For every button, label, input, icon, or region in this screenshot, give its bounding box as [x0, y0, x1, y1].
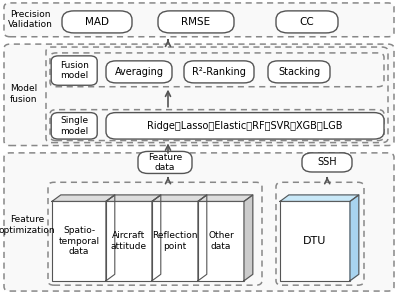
- FancyBboxPatch shape: [4, 3, 394, 37]
- Text: Fusion
model: Fusion model: [60, 61, 89, 80]
- Polygon shape: [106, 195, 161, 201]
- FancyBboxPatch shape: [4, 44, 394, 146]
- Text: Spatio-
temporal
data: Spatio- temporal data: [58, 226, 100, 256]
- Polygon shape: [152, 195, 161, 281]
- Text: MAD: MAD: [85, 17, 109, 27]
- Text: R²-Ranking: R²-Ranking: [192, 67, 246, 77]
- Text: Stacking: Stacking: [278, 67, 320, 77]
- FancyBboxPatch shape: [276, 11, 338, 33]
- Bar: [280, 201, 350, 281]
- Polygon shape: [350, 195, 359, 281]
- Text: Other
data: Other data: [208, 231, 234, 251]
- Text: Averaging: Averaging: [114, 67, 164, 77]
- Text: Reflection
point: Reflection point: [152, 231, 198, 251]
- Bar: [52, 201, 106, 281]
- FancyBboxPatch shape: [106, 113, 384, 139]
- Polygon shape: [198, 195, 207, 281]
- FancyBboxPatch shape: [4, 153, 394, 291]
- FancyBboxPatch shape: [268, 61, 330, 83]
- Bar: [198, 201, 244, 281]
- FancyBboxPatch shape: [48, 182, 262, 285]
- FancyBboxPatch shape: [46, 47, 388, 143]
- FancyBboxPatch shape: [106, 61, 172, 83]
- Text: Single
model: Single model: [60, 116, 88, 136]
- Text: Aircraft
attitude: Aircraft attitude: [111, 231, 147, 251]
- Polygon shape: [280, 195, 359, 201]
- FancyBboxPatch shape: [50, 53, 384, 87]
- Polygon shape: [244, 195, 253, 281]
- FancyBboxPatch shape: [51, 56, 97, 85]
- Polygon shape: [52, 195, 115, 201]
- Bar: [152, 201, 198, 281]
- Text: CC: CC: [300, 17, 314, 27]
- Polygon shape: [198, 195, 253, 201]
- Text: SSH: SSH: [317, 157, 337, 168]
- Text: Precision
Validation: Precision Validation: [8, 10, 52, 29]
- FancyBboxPatch shape: [62, 11, 132, 33]
- Polygon shape: [152, 195, 207, 201]
- Bar: [106, 201, 152, 281]
- FancyBboxPatch shape: [276, 182, 364, 285]
- Text: Feature
data: Feature data: [148, 153, 182, 172]
- FancyBboxPatch shape: [302, 153, 352, 172]
- Text: Model
fusion: Model fusion: [10, 84, 38, 104]
- Polygon shape: [106, 195, 115, 281]
- FancyBboxPatch shape: [138, 151, 192, 173]
- Text: RMSE: RMSE: [182, 17, 210, 27]
- FancyBboxPatch shape: [51, 113, 97, 139]
- Text: Feature
optimization: Feature optimization: [0, 215, 56, 235]
- FancyBboxPatch shape: [50, 110, 384, 141]
- FancyBboxPatch shape: [184, 61, 254, 83]
- Text: DTU: DTU: [303, 236, 327, 246]
- Text: Ridge、Lasso、Elastic、RF、SVR、XGB、LGB: Ridge、Lasso、Elastic、RF、SVR、XGB、LGB: [147, 121, 343, 131]
- FancyBboxPatch shape: [158, 11, 234, 33]
